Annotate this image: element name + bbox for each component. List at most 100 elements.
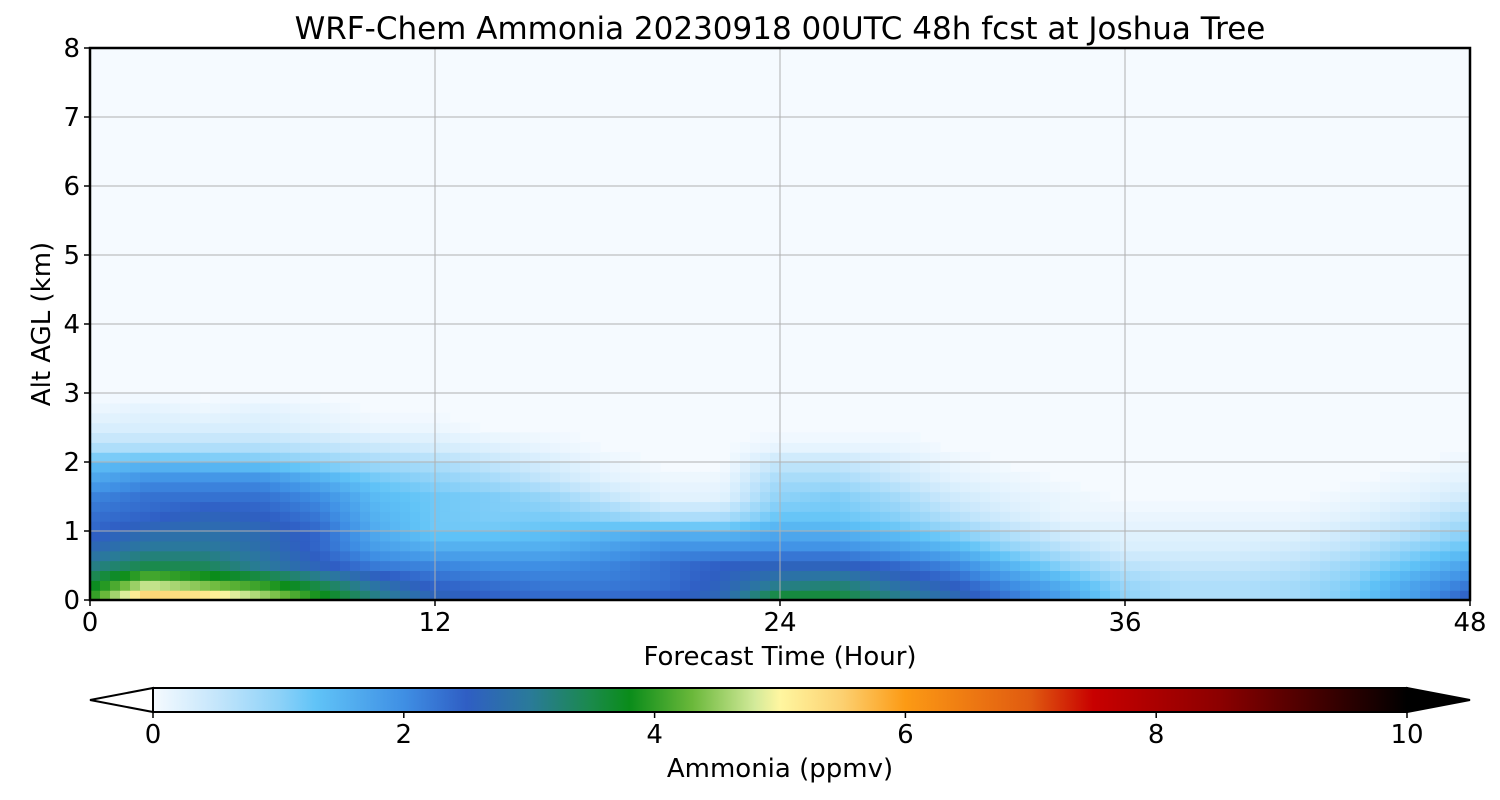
heatmap-cell	[1320, 550, 1331, 562]
colorbar-label: Ammonia (ppmv)	[667, 754, 893, 784]
heatmap-cell	[100, 471, 111, 483]
heatmap-cell	[400, 452, 411, 463]
heatmap-cell	[1260, 560, 1271, 572]
heatmap-cell	[860, 590, 871, 601]
heatmap-cell	[980, 521, 991, 532]
heatmap-cell	[730, 471, 741, 483]
heatmap-cell	[480, 550, 491, 562]
heatmap-cell	[280, 550, 291, 562]
heatmap-cell	[250, 442, 261, 453]
heatmap-cell	[210, 442, 221, 453]
heatmap-cell	[700, 471, 711, 483]
heatmap-cell	[870, 471, 881, 483]
heatmap-cell	[510, 501, 521, 512]
heatmap-cell	[480, 452, 491, 463]
heatmap-cell	[100, 570, 111, 581]
heatmap-cell	[1230, 550, 1241, 562]
heatmap-cell	[530, 540, 541, 552]
heatmap-cell	[920, 540, 931, 552]
heatmap-cell	[740, 590, 751, 601]
heatmap-cell	[950, 540, 961, 552]
heatmap-cell	[310, 452, 321, 463]
heatmap-cell	[1010, 491, 1021, 503]
heatmap-cell	[320, 570, 331, 581]
heatmap-cell	[270, 442, 281, 453]
heatmap-cell	[410, 511, 421, 522]
heatmap-cell	[680, 580, 691, 591]
heatmap-cell	[1210, 570, 1221, 581]
heatmap-cell	[510, 560, 521, 572]
heatmap-cell	[230, 570, 241, 581]
heatmap-cell	[730, 580, 741, 591]
heatmap-cell	[1330, 501, 1341, 512]
heatmap-cell	[630, 481, 641, 493]
heatmap-cell	[770, 442, 781, 453]
heatmap-cell	[190, 452, 201, 463]
heatmap-cell	[300, 452, 311, 463]
heatmap-cell	[1090, 521, 1101, 532]
heatmap-cell	[820, 540, 831, 552]
heatmap-cell	[930, 481, 941, 493]
heatmap-cell	[720, 471, 731, 483]
heatmap-cell	[360, 432, 371, 443]
heatmap-cell	[660, 511, 671, 522]
heatmap-cell	[640, 481, 651, 493]
heatmap-cell	[1360, 580, 1371, 591]
heatmap-cell	[400, 531, 411, 542]
heatmap-cell	[240, 432, 251, 443]
heatmap-cell	[640, 491, 651, 503]
heatmap-cell	[840, 481, 851, 493]
heatmap-cell	[440, 560, 451, 572]
heatmap-cell	[790, 580, 801, 591]
heatmap-cell	[500, 580, 511, 591]
heatmap-cell	[310, 481, 321, 493]
heatmap-cell	[300, 442, 311, 453]
heatmap-cell	[900, 540, 911, 552]
heatmap-cell	[490, 570, 501, 581]
heatmap-cell	[1420, 590, 1431, 601]
heatmap-cell	[390, 422, 401, 434]
heatmap-cell	[110, 560, 121, 572]
heatmap-cell	[1450, 540, 1461, 552]
heatmap-cell	[350, 511, 361, 522]
heatmap-cell	[110, 550, 121, 562]
y-tick-label: 4	[63, 310, 80, 340]
heatmap-cell	[120, 452, 131, 463]
heatmap-cell	[560, 570, 571, 581]
heatmap-cell	[340, 580, 351, 591]
heatmap-cell	[410, 501, 421, 512]
heatmap-cell	[1090, 570, 1101, 581]
heatmap-cell	[1290, 580, 1301, 591]
heatmap-cell	[570, 432, 581, 443]
heatmap-cell	[1080, 590, 1091, 601]
heatmap-cell	[270, 550, 281, 562]
heatmap-cell	[450, 531, 461, 542]
heatmap-cell	[460, 540, 471, 552]
heatmap-cell	[530, 590, 541, 601]
heatmap-cell	[140, 511, 151, 522]
heatmap-cell	[1160, 550, 1171, 562]
heatmap-cell	[1000, 501, 1011, 512]
heatmap-cell	[1370, 481, 1381, 493]
heatmap-cell	[170, 412, 181, 424]
heatmap-cell	[1310, 570, 1321, 581]
heatmap-cell	[750, 580, 761, 591]
heatmap-cell	[810, 560, 821, 572]
heatmap-cell	[730, 481, 741, 493]
heatmap-cell	[920, 462, 931, 473]
heatmap-cell	[870, 540, 881, 552]
heatmap-cell	[1140, 570, 1151, 581]
heatmap-cell	[760, 442, 771, 453]
heatmap-cell	[640, 540, 651, 552]
heatmap-cell	[1280, 570, 1291, 581]
heatmap-cell	[100, 412, 111, 424]
heatmap-cell	[1180, 580, 1191, 591]
heatmap-cell	[890, 590, 901, 601]
heatmap-cell	[670, 560, 681, 572]
heatmap-cell	[890, 471, 901, 483]
heatmap-cell	[240, 452, 251, 463]
heatmap-cell	[400, 590, 411, 601]
heatmap-cell	[1050, 511, 1061, 522]
heatmap-cell	[400, 462, 411, 473]
heatmap-cell	[850, 560, 861, 572]
